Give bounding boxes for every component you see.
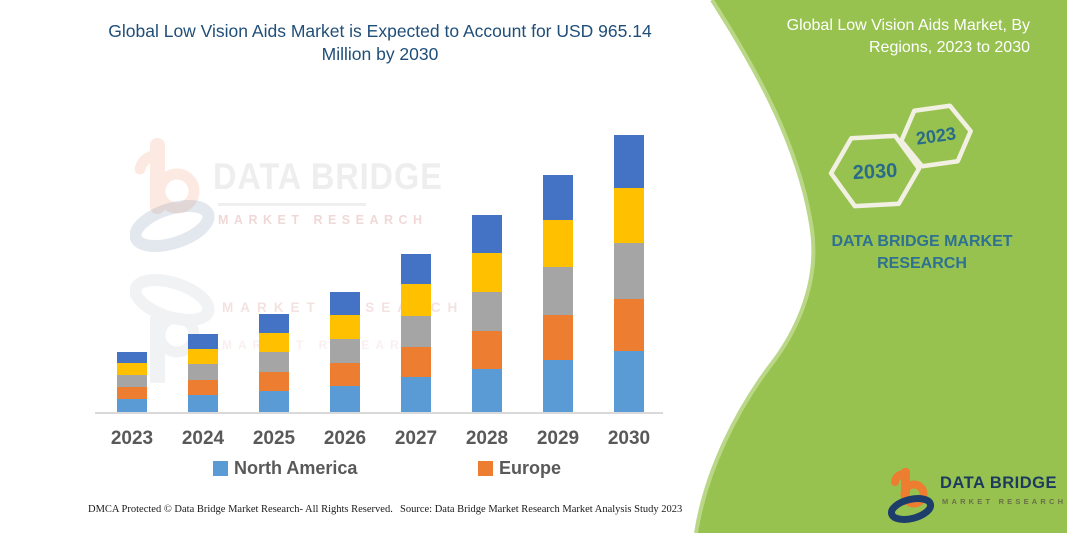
bar-segment-2023-europe — [117, 387, 147, 399]
bar-segment-2027-north-america — [401, 377, 431, 412]
footer-source-text: Source: Data Bridge Market Research Mark… — [400, 504, 683, 515]
bar-segment-2024-europe — [188, 379, 218, 395]
legend-label-north-america: North America — [234, 458, 358, 478]
bar-segment-2024-unlabeled-gray — [188, 364, 218, 380]
bar-2030 — [614, 135, 644, 412]
x-axis-line — [95, 412, 663, 414]
bar-2026 — [330, 292, 360, 412]
x-axis-label-2030: 2030 — [607, 428, 651, 449]
x-axis-label-2024: 2024 — [181, 428, 225, 449]
side-panel-title: Global Low Vision Aids Market, By Region… — [786, 17, 1030, 57]
x-axis-label-2025: 2025 — [252, 428, 296, 449]
bar-segment-2030-unlabeled-darkblue — [614, 135, 644, 188]
logo-tagline-text: MARKET RESEARCH — [942, 497, 1067, 506]
hexagon-2030: 2030 — [828, 133, 922, 209]
bar-2025 — [259, 313, 289, 412]
stacked-bar-chart: 2023 2024 2025 2026 2027 2028 2029 2030 — [110, 135, 651, 449]
bar-segment-2024-unlabeled-darkblue — [188, 334, 218, 349]
data-bridge-logo-icon — [887, 468, 935, 523]
bar-segment-2030-europe — [614, 298, 644, 352]
bar-segment-2029-north-america — [543, 359, 573, 412]
bar-segment-2029-unlabeled-darkblue — [543, 174, 573, 220]
bar-segment-2027-unlabeled-darkblue — [401, 253, 431, 285]
bar-segment-2029-europe — [543, 314, 573, 360]
hexagon-2023-label: 2023 — [915, 123, 957, 148]
bar-segment-2027-europe — [401, 347, 431, 378]
bar-segment-2029-unlabeled-yellow — [543, 219, 573, 268]
bar-segment-2029-unlabeled-gray — [543, 267, 573, 315]
legend-swatch-europe — [478, 461, 493, 476]
bar-segment-2030-unlabeled-gray — [614, 243, 644, 299]
legend-swatch-north-america — [213, 461, 228, 476]
bar-2027 — [401, 253, 431, 412]
chart-title: Global Low Vision Aids Market is Expecte… — [108, 21, 652, 65]
legend-item-north-america: North America — [213, 458, 357, 479]
logo-name-text: DATA BRIDGE — [940, 474, 1058, 492]
bar-segment-2028-unlabeled-yellow — [472, 252, 502, 292]
bar-segment-2030-north-america — [614, 351, 644, 412]
bar-segment-2026-unlabeled-yellow — [330, 314, 360, 339]
footer-dmca-text: DMCA Protected © Data Bridge Market Rese… — [88, 504, 393, 515]
bar-2028 — [472, 214, 502, 412]
bar-segment-2026-europe — [330, 362, 360, 386]
x-axis-label-2027: 2027 — [394, 428, 438, 449]
bar-segment-2025-unlabeled-darkblue — [259, 313, 289, 333]
bar-segment-2023-unlabeled-yellow — [117, 363, 147, 376]
hexagon-year-badges: 2030 2023 — [828, 103, 973, 209]
x-axis-label-2023: 2023 — [110, 428, 154, 449]
bar-segment-2024-unlabeled-yellow — [188, 348, 218, 365]
brand-heading: DATA BRIDGE MARKET RESEARCH — [831, 233, 1013, 273]
bar-segment-2023-unlabeled-darkblue — [117, 351, 147, 364]
bar-2023 — [117, 351, 147, 412]
bar-segment-2026-unlabeled-darkblue — [330, 292, 360, 315]
bar-segment-2025-unlabeled-gray — [259, 352, 289, 372]
legend-label-europe: Europe — [499, 458, 562, 478]
bar-segment-2026-unlabeled-gray — [330, 338, 360, 363]
bar-segment-2023-unlabeled-gray — [117, 375, 147, 388]
bar-segment-2024-north-america — [188, 394, 218, 412]
bar-segment-2028-europe — [472, 331, 502, 369]
data-bridge-logo: DATA BRIDGE MARKET RESEARCH — [887, 464, 1063, 526]
hexagon-2023: 2023 — [899, 103, 973, 169]
bar-segment-2030-unlabeled-yellow — [614, 187, 644, 244]
bar-segment-2028-unlabeled-gray — [472, 291, 502, 332]
bar-segment-2026-north-america — [330, 385, 360, 412]
bar-segment-2025-europe — [259, 371, 289, 391]
x-axis-label-2026: 2026 — [323, 428, 367, 449]
bar-segment-2025-north-america — [259, 390, 289, 412]
bar-segment-2027-unlabeled-yellow — [401, 284, 431, 316]
bar-segment-2023-north-america — [117, 398, 147, 412]
bar-2029 — [543, 174, 573, 412]
hexagon-2030-label: 2030 — [852, 160, 898, 184]
bar-segment-2028-north-america — [472, 368, 502, 412]
bar-segment-2027-unlabeled-gray — [401, 315, 431, 348]
bar-2024 — [188, 334, 218, 412]
legend-item-europe: Europe — [478, 458, 561, 479]
x-axis-label-2029: 2029 — [536, 428, 580, 449]
x-axis-label-2028: 2028 — [465, 428, 509, 449]
bar-segment-2028-unlabeled-darkblue — [472, 214, 502, 253]
bar-segment-2025-unlabeled-yellow — [259, 332, 289, 353]
